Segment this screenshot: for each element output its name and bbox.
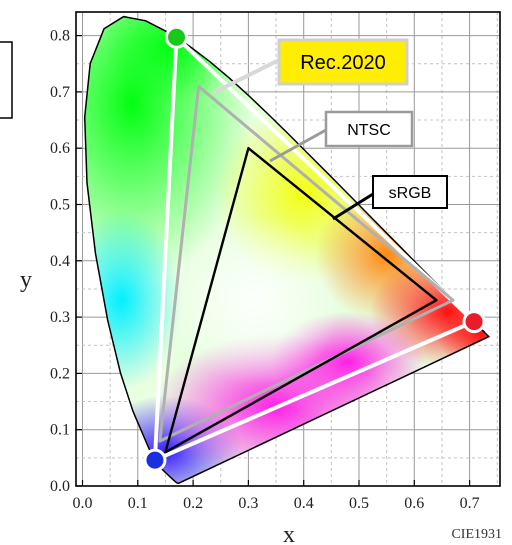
y-tick-label: 0.5	[50, 197, 70, 214]
axis-ticks: 0.0 0.1 0.2 0.3 0.4 0.5 0.6 0.7 0.0 0.1 0.2 0.3 0.4 0…	[50, 28, 480, 512]
x-tick-label: 0.0	[73, 495, 93, 512]
callout-label: sRGB	[389, 185, 432, 202]
y-axis-title: y	[20, 267, 32, 293]
y-tick-label: 0.4	[50, 253, 70, 270]
gamut-rec-2020	[152, 35, 476, 463]
x-tick-label: 0.1	[128, 495, 148, 512]
x-tick-label: 0.6	[404, 495, 424, 512]
callout-box	[372, 175, 448, 209]
y-tick-label: 0.3	[50, 309, 70, 326]
primary-marker	[165, 25, 189, 49]
primary-marker	[143, 448, 167, 472]
primary-markers	[143, 25, 486, 472]
y-tick-label: 0.7	[50, 84, 70, 101]
x-tick-label: 0.7	[460, 495, 480, 512]
gamut-ntsc	[158, 84, 455, 443]
y-tick-label: 0.8	[50, 28, 70, 45]
x-tick-label: 0.4	[294, 495, 314, 512]
callout-box	[277, 38, 409, 86]
callout-box	[324, 110, 414, 148]
x-tick-label: 0.5	[349, 495, 369, 512]
x-axis-title: x	[283, 522, 295, 545]
gamut-srgb	[164, 146, 438, 454]
gamut-triangles	[152, 35, 476, 463]
diagram-caption: CIE1931	[451, 527, 502, 542]
left-edge-box	[0, 41, 13, 119]
x-tick-label: 0.2	[183, 495, 203, 512]
callout-leader	[332, 192, 374, 221]
callout-label: NTSC	[347, 122, 391, 139]
primary-marker	[462, 310, 486, 334]
callout-leader	[269, 128, 327, 163]
plot-frame	[75, 11, 501, 487]
y-tick-label: 0.2	[50, 365, 70, 382]
callout-leader	[212, 58, 280, 95]
callout-label: Rec.2020	[300, 52, 386, 74]
y-tick-label: 0.6	[50, 140, 70, 157]
y-tick-label: 0.0	[50, 478, 70, 495]
y-tick-label: 0.1	[50, 422, 70, 439]
x-tick-label: 0.3	[238, 495, 258, 512]
gamut-callouts: Rec.2020 NTSC sRGB	[212, 38, 448, 221]
